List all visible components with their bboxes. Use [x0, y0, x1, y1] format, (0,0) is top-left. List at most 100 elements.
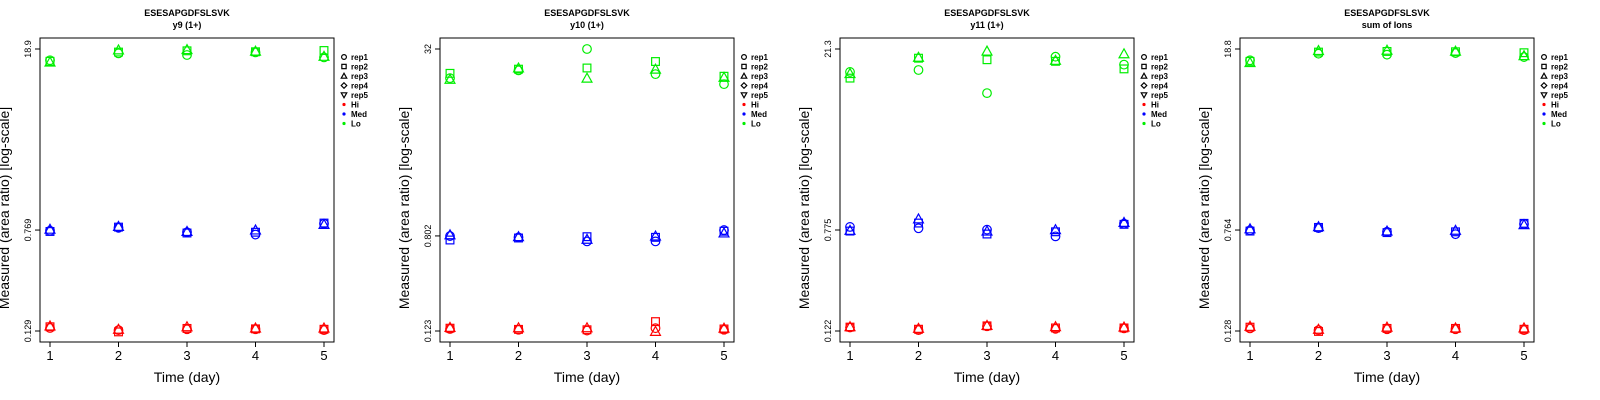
legend-marker — [1142, 121, 1146, 126]
legend-marker — [740, 72, 748, 79]
data-point — [718, 226, 730, 238]
x-tick-label: 3 — [983, 348, 990, 363]
legend-marker — [740, 53, 747, 60]
data-point — [1312, 323, 1325, 334]
chart-title: ESESAPGDFSLSVK — [944, 8, 1030, 18]
legend-marker — [1140, 81, 1148, 90]
data-point — [444, 321, 456, 332]
legend-label: rep1 — [1551, 53, 1568, 62]
data-point — [512, 61, 525, 73]
legend-label: Hi — [1151, 101, 1159, 110]
series-lo — [844, 44, 1130, 99]
data-point — [249, 223, 262, 235]
series-med — [844, 212, 1130, 242]
y-tick-label: 0.802 — [423, 225, 433, 248]
data-point — [112, 323, 125, 334]
data-point — [982, 55, 992, 65]
data-point — [718, 322, 730, 333]
chart-panel-1: ESESAPGDFSLSVK y9 (1+) 1 2 3 4 5 0.129 0.769 18.9… — [0, 8, 368, 385]
data-point — [114, 222, 123, 232]
data-point — [582, 44, 592, 54]
data-point — [512, 230, 525, 242]
x-tick-label: 4 — [1452, 348, 1459, 363]
data-point — [44, 319, 56, 331]
legend-label: Hi — [351, 101, 359, 110]
data-point — [1312, 220, 1325, 232]
data-point — [913, 65, 924, 75]
legend-label: Med — [1151, 110, 1167, 119]
data-point — [582, 232, 592, 242]
legend-marker — [1542, 121, 1546, 126]
legend-marker — [342, 112, 346, 116]
data-point — [1244, 222, 1256, 234]
data-point — [249, 44, 262, 56]
legend-marker — [1542, 112, 1546, 116]
data-point — [581, 71, 593, 83]
legend-label: Hi — [751, 101, 759, 110]
data-point — [1381, 224, 1393, 236]
legend-marker — [740, 92, 748, 99]
chart-subtitle: y10 (1+) — [570, 20, 604, 30]
data-point — [845, 73, 855, 83]
series-hi — [1244, 320, 1530, 336]
data-point — [650, 69, 661, 80]
x-tick-label: 5 — [320, 348, 327, 363]
data-point — [445, 68, 455, 78]
y-tick-label: 0.764 — [1223, 219, 1233, 242]
legend-marker — [1540, 92, 1548, 99]
data-point — [649, 229, 662, 241]
y-tick-label: 0.769 — [23, 219, 33, 242]
series-med — [1244, 218, 1530, 240]
legend-label: Med — [1551, 110, 1567, 119]
legend-marker — [1540, 72, 1548, 79]
chart-subtitle: y9 (1+) — [173, 20, 202, 30]
legend-label: rep2 — [1551, 63, 1568, 72]
legend-marker — [340, 72, 348, 79]
data-point — [582, 236, 592, 247]
chart-subtitle: sum of Ions — [1362, 20, 1413, 30]
legend-label: Lo — [751, 120, 761, 129]
legend-label: Med — [351, 110, 367, 119]
plot-frame — [839, 37, 1135, 343]
data-point — [582, 63, 592, 73]
x-tick-label: 5 — [1120, 348, 1127, 363]
x-axis-title: Time (day) — [554, 369, 620, 385]
data-point — [650, 323, 661, 334]
legend-marker — [1140, 53, 1147, 60]
legend-label: rep2 — [1151, 63, 1168, 72]
x-tick-label: 2 — [115, 348, 122, 363]
y-tick-label: 18.8 — [1223, 40, 1233, 58]
legend-marker — [1140, 72, 1148, 79]
chart-panel-3: ESESAPGDFSLSVK y11 (1+) 1 2 3 4 5 0.122 0.775 21.… — [796, 8, 1168, 385]
data-point — [1049, 54, 1062, 65]
legend-marker — [741, 63, 747, 70]
chart-title: ESESAPGDFSLSVK — [144, 8, 230, 18]
data-point — [444, 228, 456, 240]
legend-label: rep4 — [351, 82, 368, 91]
legend-marker — [742, 102, 746, 107]
legend-marker — [1141, 63, 1147, 70]
data-point — [1381, 44, 1393, 55]
y-tick-label: 21.3 — [823, 40, 833, 58]
data-point — [1244, 56, 1256, 68]
x-tick-label: 3 — [183, 348, 190, 363]
data-point — [1519, 48, 1529, 58]
legend-marker — [740, 81, 748, 90]
data-point — [1449, 224, 1462, 235]
legend-marker — [742, 121, 746, 126]
data-point — [912, 212, 925, 224]
x-tick-label: 2 — [915, 348, 922, 363]
data-point — [912, 51, 925, 62]
data-point — [181, 225, 193, 237]
chart-panel-2: ESESAPGDFSLSVK y10 (1+) 1 2 3 4 5 0.123 0.802 32 T… — [396, 8, 768, 385]
x-tick-label: 1 — [446, 348, 453, 363]
data-point — [1381, 320, 1393, 332]
y-tick-label: 32 — [423, 44, 433, 54]
x-tick-label: 2 — [515, 348, 522, 363]
chart-title: ESESAPGDFSLSVK — [1344, 8, 1430, 18]
data-point — [112, 43, 125, 55]
series-med — [44, 218, 330, 240]
